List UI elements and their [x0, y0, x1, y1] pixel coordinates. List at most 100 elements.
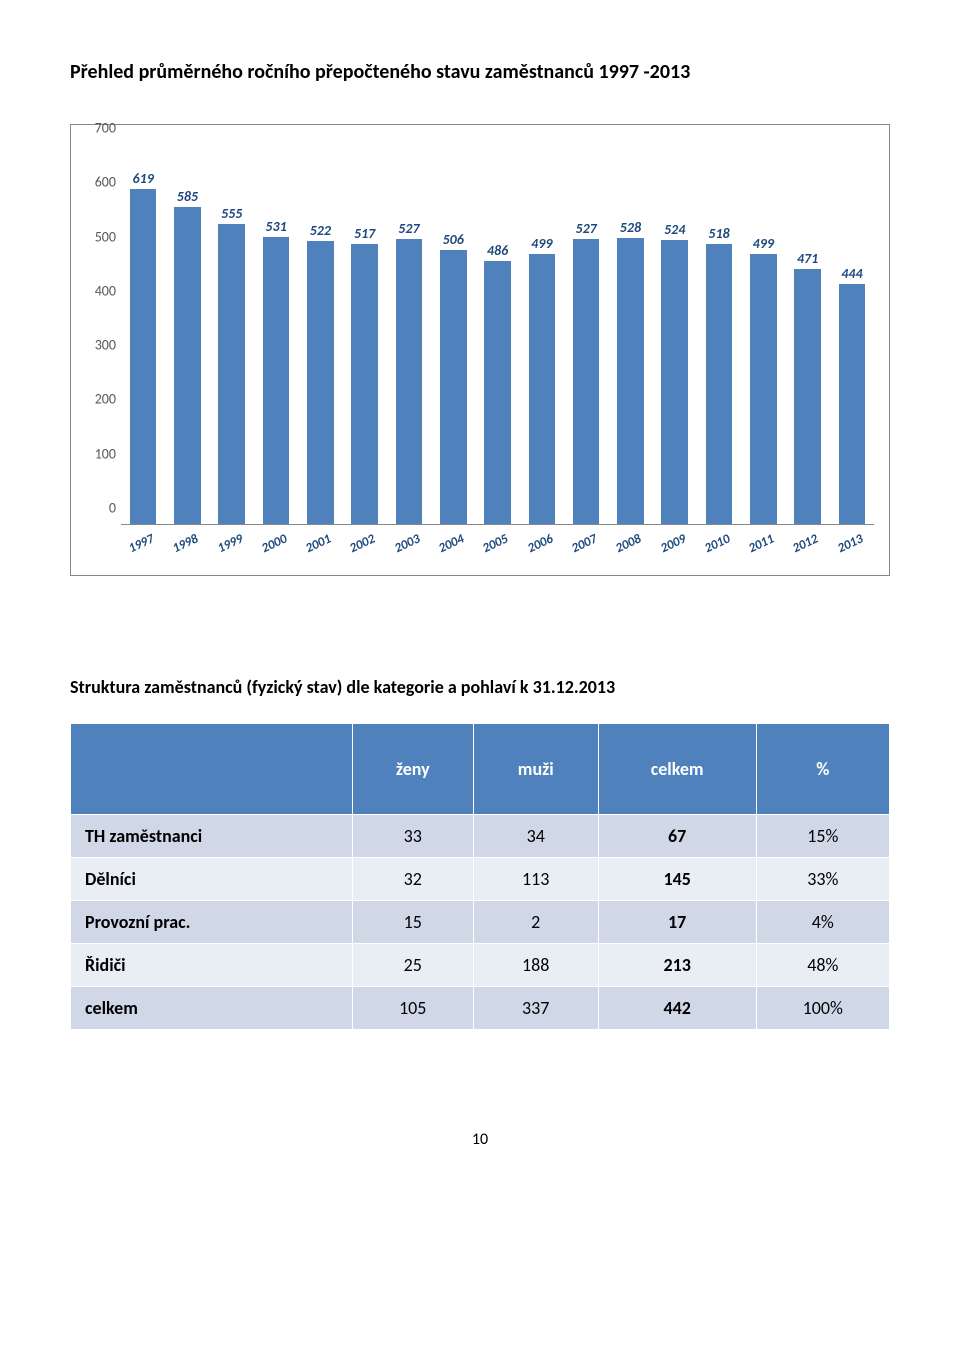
- bar: [130, 189, 157, 524]
- bar-slot: 619: [121, 145, 165, 524]
- y-tick-label: 600: [95, 174, 116, 191]
- table-row: Řidiči2518821348%: [71, 944, 890, 987]
- bar-chart: 0100200300400500600700 61958555553152251…: [70, 124, 890, 576]
- bar-value-label: 527: [575, 220, 596, 237]
- bar: [839, 284, 866, 524]
- bar: [573, 239, 600, 524]
- bars-container: 619 585 555 531 522 517 527 506 486 499 527 528 524 5…: [121, 145, 874, 525]
- y-tick-label: 200: [95, 391, 116, 408]
- bar-value-label: 528: [620, 219, 641, 236]
- cell-muzi: 188: [473, 944, 598, 987]
- bar-slot: 527: [564, 145, 608, 524]
- bar: [617, 238, 644, 524]
- bar: [794, 269, 821, 524]
- table-row: Dělníci3211314533%: [71, 858, 890, 901]
- y-tick-label: 100: [95, 445, 116, 462]
- bar-value-label: 518: [708, 225, 729, 242]
- bar: [263, 237, 290, 524]
- table-header-celkem: celkem: [598, 724, 756, 815]
- x-tick-label: 1998: [160, 522, 215, 572]
- bar-slot: 506: [431, 145, 475, 524]
- bar-value-label: 619: [133, 170, 154, 187]
- bar: [529, 254, 556, 524]
- cell-zeny: 15: [352, 901, 473, 944]
- bar-slot: 585: [165, 145, 209, 524]
- bar: [307, 241, 334, 524]
- bar-value-label: 522: [310, 222, 331, 239]
- bar-value-label: 527: [398, 220, 419, 237]
- table-row: TH zaměstnanci33346715%: [71, 815, 890, 858]
- bar-slot: 524: [653, 145, 697, 524]
- bar: [440, 250, 467, 524]
- bar-value-label: 506: [443, 231, 464, 248]
- bar-value-label: 444: [841, 265, 862, 282]
- bar-slot: 527: [387, 145, 431, 524]
- y-tick-label: 0: [109, 500, 116, 517]
- bar: [661, 240, 688, 524]
- cell-zeny: 25: [352, 944, 473, 987]
- cell-celkem: 67: [598, 815, 756, 858]
- bar-value-label: 517: [354, 225, 375, 242]
- cell-muzi: 2: [473, 901, 598, 944]
- y-tick-label: 300: [95, 337, 116, 354]
- row-label: TH zaměstnanci: [71, 815, 353, 858]
- bar-slot: 471: [785, 145, 829, 524]
- row-label: celkem: [71, 987, 353, 1030]
- cell-pct: 15%: [756, 815, 889, 858]
- y-tick-label: 400: [95, 282, 116, 299]
- sub-title: Struktura zaměstnanců (fyzický stav) dle…: [70, 676, 890, 698]
- bar-slot: 444: [830, 145, 874, 524]
- bar-value-label: 531: [265, 218, 286, 235]
- bar-slot: 531: [254, 145, 298, 524]
- x-axis: 1997199819992000200120022003200420052006…: [121, 530, 874, 565]
- cell-muzi: 337: [473, 987, 598, 1030]
- page-title: Přehled průměrného ročního přepočteného …: [70, 60, 890, 84]
- bar-value-label: 499: [531, 235, 552, 252]
- cell-pct: 4%: [756, 901, 889, 944]
- table-header-muzi: muži: [473, 724, 598, 815]
- bar-slot: 486: [475, 145, 519, 524]
- x-tick-label: 2008: [603, 522, 658, 572]
- cell-zeny: 32: [352, 858, 473, 901]
- bar: [706, 244, 733, 524]
- cell-muzi: 34: [473, 815, 598, 858]
- cell-celkem: 17: [598, 901, 756, 944]
- cell-celkem: 442: [598, 987, 756, 1030]
- employee-table: ženy muži celkem % TH zaměstnanci3334671…: [70, 723, 890, 1030]
- bar: [750, 254, 777, 524]
- table-header-empty: [71, 724, 353, 815]
- cell-muzi: 113: [473, 858, 598, 901]
- bar-slot: 528: [608, 145, 652, 524]
- x-tick-label: 2013: [824, 522, 879, 572]
- cell-zeny: 105: [352, 987, 473, 1030]
- bar-value-label: 555: [221, 205, 242, 222]
- bar-slot: 517: [342, 145, 386, 524]
- cell-celkem: 145: [598, 858, 756, 901]
- bar-slot: 499: [741, 145, 785, 524]
- bar-value-label: 499: [753, 235, 774, 252]
- bar-value-label: 486: [487, 242, 508, 259]
- bar: [218, 224, 245, 524]
- bar-slot: 555: [210, 145, 254, 524]
- page-number: 10: [70, 1130, 890, 1149]
- bar-value-label: 524: [664, 221, 685, 238]
- bar: [174, 207, 201, 524]
- table-row: Provozní prac.152174%: [71, 901, 890, 944]
- row-label: Provozní prac.: [71, 901, 353, 944]
- table-body: TH zaměstnanci33346715%Dělníci3211314533…: [71, 815, 890, 1030]
- table-row: celkem105337442100%: [71, 987, 890, 1030]
- cell-pct: 100%: [756, 987, 889, 1030]
- y-tick-label: 700: [95, 120, 116, 137]
- cell-pct: 33%: [756, 858, 889, 901]
- cell-pct: 48%: [756, 944, 889, 987]
- cell-celkem: 213: [598, 944, 756, 987]
- bar-slot: 499: [520, 145, 564, 524]
- table-header-zeny: ženy: [352, 724, 473, 815]
- y-tick-label: 500: [95, 228, 116, 245]
- bar: [484, 261, 511, 524]
- bar: [351, 244, 378, 524]
- row-label: Dělníci: [71, 858, 353, 901]
- table-header-pct: %: [756, 724, 889, 815]
- table-header-row: ženy muži celkem %: [71, 724, 890, 815]
- bar-value-label: 471: [797, 250, 818, 267]
